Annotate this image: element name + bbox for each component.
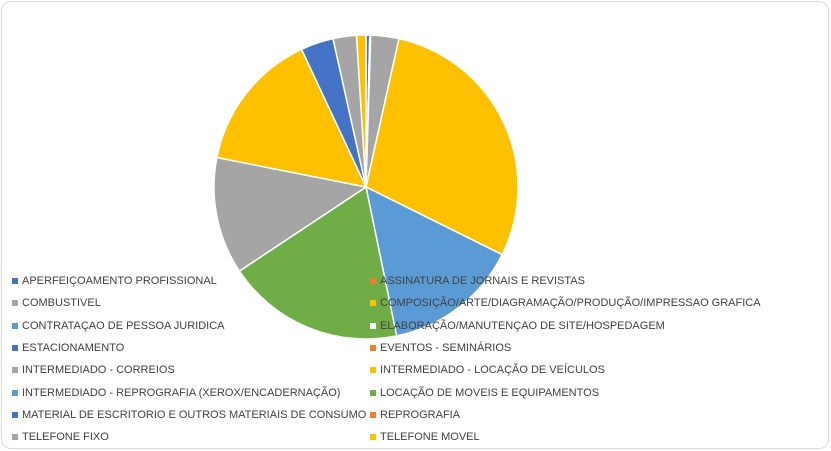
legend-label: LOCAÇÃO DE MOVEIS E EQUIPAMENTOS (380, 386, 600, 399)
legend-label: REPROGRAFIA (380, 408, 461, 421)
legend-swatch (370, 389, 376, 396)
legend-item: COMPOSIÇÃO/ARTE/DIAGRAMAÇÃO/PRODUÇÃO/IMP… (370, 294, 761, 312)
legend-item: REPROGRAFIA (370, 406, 460, 424)
legend-item: TELEFONE MOVEL (370, 428, 480, 446)
legend-item: EVENTOS - SEMINÁRIOS (370, 339, 511, 357)
legend-label: MATERIAL DE ESCRITORIO E OUTROS MATERIAI… (22, 408, 367, 421)
pie-slice (213, 156, 368, 273)
legend-item: MATERIAL DE ESCRITORIO E OUTROS MATERIAI… (12, 406, 366, 424)
legend-item: ELABORAÇÃO/MANUTENÇAO DE SITE/HOSPEDAGEM (370, 317, 665, 335)
legend-label: ASSINATURA DE JORNAIS E REVISTAS (380, 275, 585, 287)
legend-swatch (370, 300, 376, 307)
legend-label: COMBUSTIVEL (22, 297, 101, 310)
legend-label: TELEFONE FIXO (22, 431, 109, 444)
pie-slice (238, 185, 398, 340)
pie-slice (216, 48, 368, 189)
legend-item: TELEFONE FIXO (12, 428, 109, 446)
legend-swatch (12, 434, 18, 441)
legend-item: LOCAÇÃO DE MOVEIS E EQUIPAMENTOS (370, 384, 599, 402)
legend-label: EVENTOS - SEMINÁRIOS (380, 341, 512, 354)
legend-label: INTERMEDIADO - LOCAÇÃO DE VEÍCULOS (380, 364, 605, 377)
legend-label: APERFEIÇOAMENTO PROFISSIONAL (22, 275, 217, 287)
legend-swatch (370, 367, 376, 374)
legend-label: INTERMEDIADO - CORREIOS (22, 364, 175, 377)
pie-slices (213, 34, 519, 340)
legend-swatch (370, 434, 376, 441)
legend-item: ESTACIONAMENTO (12, 339, 124, 357)
legend-label: COMPOSIÇÃO/ARTE/DIAGRAMAÇÃO/PRODUÇÃO/IMP… (380, 297, 761, 310)
legend-swatch (12, 411, 18, 418)
pie-slice (364, 185, 504, 337)
legend-swatch (370, 278, 376, 284)
pie-slice (355, 34, 367, 188)
legend-item: INTERMEDIADO - REPROGRAFIA (XEROX/ENCADE… (12, 384, 340, 402)
legend-swatch (370, 411, 376, 418)
legend-label: ELABORAÇÃO/MANUTENÇAO DE SITE/HOSPEDAGEM (380, 319, 665, 332)
legend-label: ESTACIONAMENTO (22, 341, 125, 354)
legend-item: APERFEIÇOAMENTO PROFISSIONAL (12, 272, 217, 290)
legend-item: COMBUSTIVEL (12, 294, 101, 312)
legend-swatch (12, 367, 18, 374)
pie-slice (365, 37, 519, 256)
legend-label: INTERMEDIADO - REPROGRAFIA (XEROX/ENCADE… (22, 386, 341, 399)
legend-label: CONTRATAÇAO DE PESSOA JURIDICA (22, 319, 225, 332)
legend-swatch (12, 300, 18, 307)
legend-swatch (370, 344, 376, 351)
legend-label: TELEFONE MOVEL (380, 431, 480, 444)
legend-item: INTERMEDIADO - LOCAÇÃO DE VEÍCULOS (370, 361, 605, 379)
legend-item: INTERMEDIADO - CORREIOS (12, 361, 175, 379)
legend-swatch (12, 278, 18, 284)
legend-swatch (370, 322, 376, 329)
legend-swatch (12, 322, 18, 329)
legend-item: ASSINATURA DE JORNAIS E REVISTAS (370, 272, 585, 290)
legend-swatch (12, 344, 18, 351)
legend-item: CONTRATAÇAO DE PESSOA JURIDICA (12, 317, 225, 335)
legend-swatch (12, 389, 18, 396)
